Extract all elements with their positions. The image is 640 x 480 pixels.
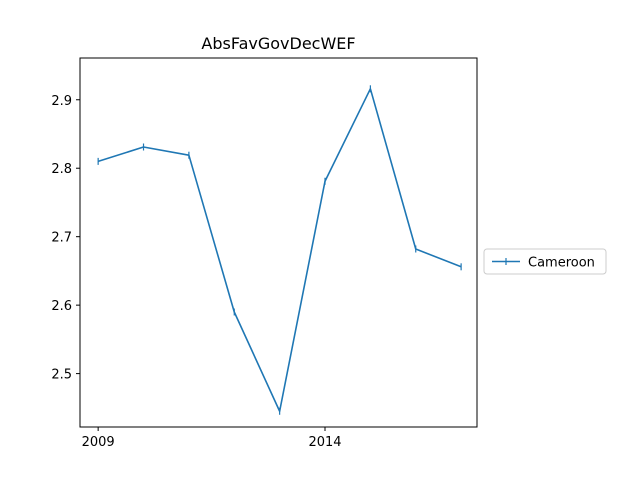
plot-frame — [79, 57, 478, 428]
x-tick-label: 2014 — [308, 435, 341, 450]
axis-ticks: 2009 2014 2.5 2.6 2.7 2.8 2.9 — [51, 94, 341, 450]
series-layer — [97, 85, 462, 415]
x-tick-label: 2009 — [82, 435, 115, 450]
y-tick-label: 2.6 — [51, 299, 72, 314]
y-tick-label: 2.9 — [51, 94, 72, 109]
y-tick-label: 2.5 — [51, 368, 72, 383]
series-line — [97, 88, 462, 413]
chart-title: AbsFavGovDecWEF — [201, 34, 355, 53]
y-tick-label: 2.7 — [51, 231, 72, 246]
legend-label: Cameroon — [528, 256, 595, 271]
legend-box — [483, 248, 607, 275]
y-tick-label: 2.8 — [51, 162, 72, 177]
legend: Cameroon — [483, 248, 607, 275]
